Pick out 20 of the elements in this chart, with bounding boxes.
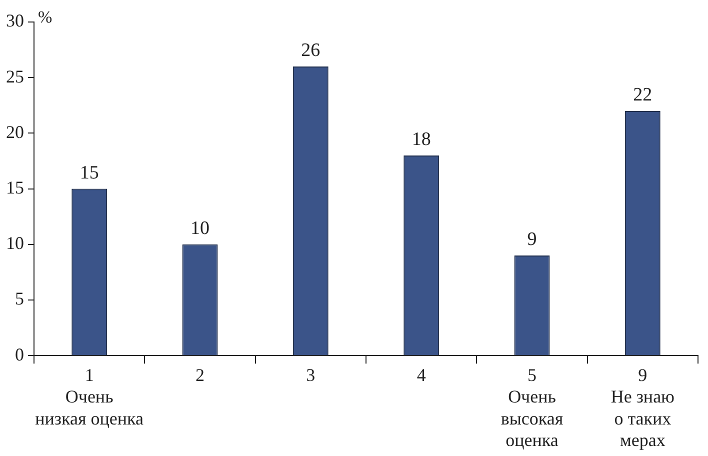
- y-tick-label: 25: [6, 66, 24, 86]
- y-tick-label: 10: [6, 233, 24, 254]
- data-label: 22: [633, 84, 652, 106]
- x-tick-label: 4: [416, 365, 426, 386]
- y-tick-label: 5: [15, 288, 24, 309]
- y-tick-label: 0: [15, 344, 24, 364]
- data-label: 9: [527, 229, 537, 250]
- data-label: 15: [80, 162, 99, 184]
- data-label: 10: [190, 218, 210, 239]
- y-tick-label: 20: [6, 122, 24, 142]
- y-axis-title: %: [38, 7, 52, 26]
- x-tick-label: 5 Очень высокая оценка: [500, 365, 564, 450]
- x-tick-label: 2: [196, 365, 204, 386]
- y-tick-label: 30: [6, 10, 24, 31]
- x-tick-label: 1 Очень низкая оценка: [35, 365, 144, 428]
- x-tick-label: 3: [306, 365, 316, 386]
- data-label: 18: [412, 128, 431, 150]
- data-label: 26: [301, 40, 320, 61]
- x-tick-label: 9 Не знаю о таких мерах: [610, 365, 675, 450]
- y-tick-label: 15: [6, 178, 24, 198]
